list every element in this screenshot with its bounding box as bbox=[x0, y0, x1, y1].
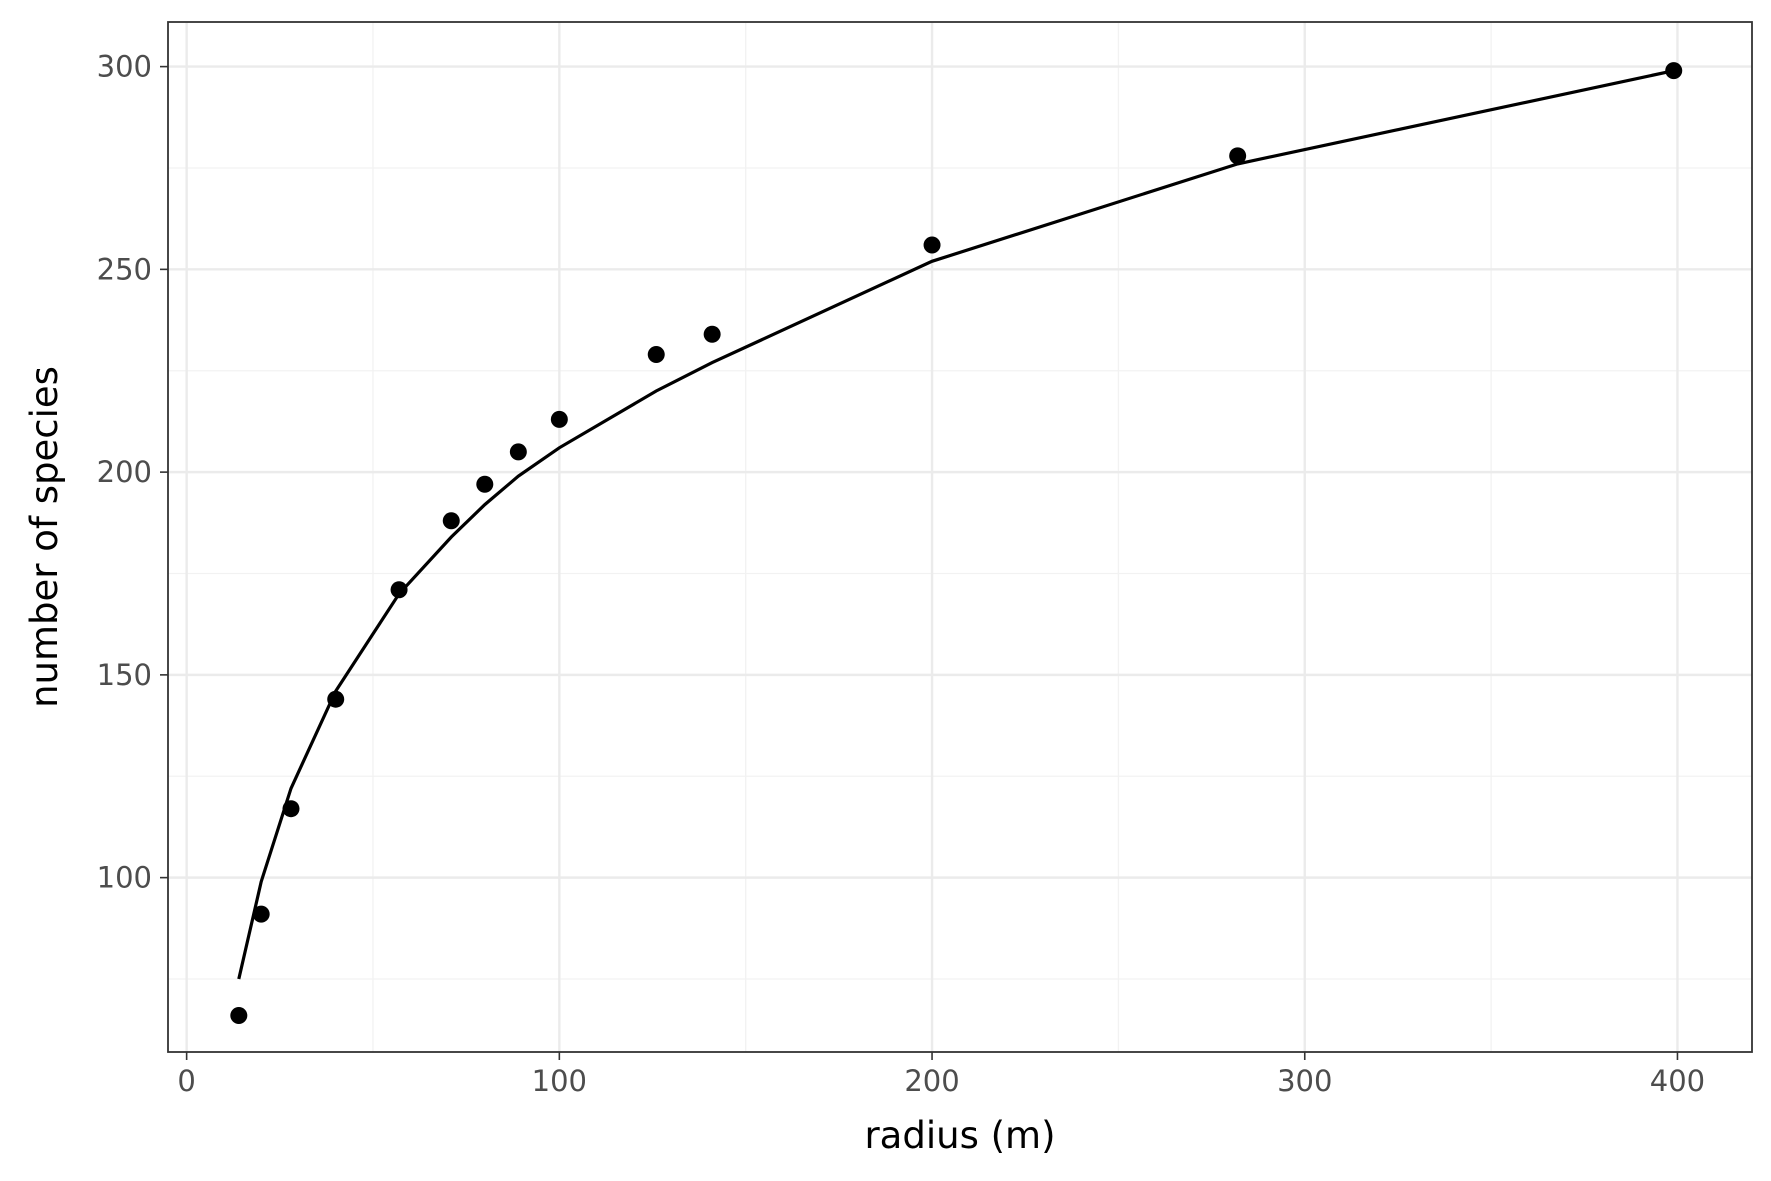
data-point bbox=[1665, 62, 1683, 80]
data-point bbox=[230, 1007, 248, 1025]
y-tick-label: 300 bbox=[97, 50, 152, 84]
x-tick-label: 100 bbox=[532, 1064, 587, 1098]
data-point bbox=[442, 512, 460, 530]
grid bbox=[168, 22, 1752, 1052]
data-point bbox=[252, 905, 270, 923]
y-tick-label: 250 bbox=[97, 252, 152, 286]
fit-curve bbox=[237, 69, 1675, 980]
fit-curve-layer bbox=[237, 69, 1675, 980]
y-tick-label: 200 bbox=[97, 455, 152, 489]
data-points-layer bbox=[230, 62, 1683, 1025]
data-point bbox=[327, 690, 345, 708]
data-point bbox=[476, 475, 494, 493]
data-point bbox=[390, 581, 408, 599]
x-tick-label: 0 bbox=[177, 1064, 195, 1098]
data-point bbox=[703, 325, 721, 343]
data-point bbox=[923, 236, 941, 254]
data-point bbox=[550, 410, 568, 428]
x-tick-label: 300 bbox=[1277, 1064, 1332, 1098]
data-point bbox=[282, 800, 300, 818]
panel-border bbox=[167, 21, 1753, 1053]
y-tick-label: 150 bbox=[97, 658, 152, 692]
data-point bbox=[509, 443, 527, 461]
y-axis-title: number of species bbox=[23, 366, 66, 708]
x-axis-title: radius (m) bbox=[864, 1114, 1055, 1157]
x-tick-label: 400 bbox=[1650, 1064, 1705, 1098]
y-tick-label: 100 bbox=[97, 861, 152, 895]
data-point bbox=[647, 346, 665, 364]
data-point bbox=[1229, 147, 1247, 165]
x-tick-label: 200 bbox=[904, 1064, 959, 1098]
axes: 0 100 200 300 400 100 150 200 250 300 bbox=[97, 50, 1705, 1098]
